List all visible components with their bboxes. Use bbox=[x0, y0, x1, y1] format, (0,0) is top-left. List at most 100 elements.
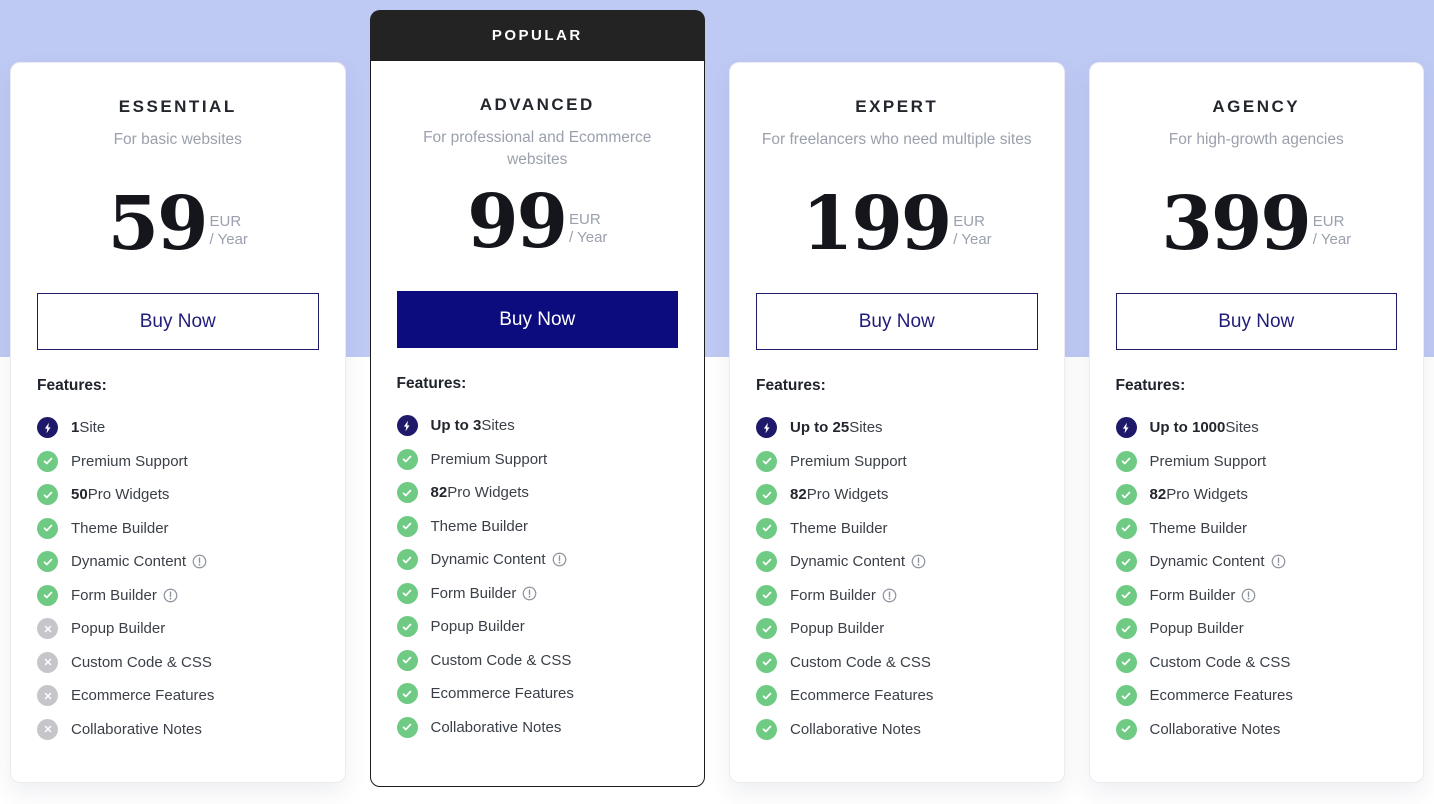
feature-item: Up to 25 Sites bbox=[756, 417, 1038, 438]
check-icon bbox=[396, 716, 418, 738]
feature-item: Custom Code & CSS bbox=[37, 651, 319, 673]
bolt-icon bbox=[1115, 417, 1137, 438]
check-icon bbox=[37, 517, 58, 539]
feature-item: Theme Builder bbox=[37, 517, 319, 539]
check-icon bbox=[396, 649, 418, 671]
feature-label: Popup Builder bbox=[430, 618, 525, 635]
feature-list: Up to 3 Sites Premium Support 82 Pro Widge… bbox=[396, 415, 679, 738]
feature-label: Dynamic Content bbox=[71, 553, 207, 570]
info-icon[interactable] bbox=[911, 554, 926, 569]
check-icon bbox=[1115, 685, 1137, 706]
plan-title: ESSENTIAL bbox=[118, 97, 237, 116]
features-heading: Features: bbox=[396, 375, 467, 392]
feature-label: Custom Code & CSS bbox=[1149, 653, 1291, 671]
price-currency: EUR bbox=[209, 212, 242, 230]
buy-now-button[interactable]: Buy Now bbox=[756, 293, 1038, 350]
feature-item: Up to 1000 Sites bbox=[1115, 417, 1398, 438]
feature-label: Dynamic Content bbox=[790, 553, 926, 570]
feature-label: Custom Code & CSS bbox=[430, 651, 572, 669]
feature-label: Premium Support bbox=[430, 450, 548, 468]
feature-label: Dynamic Content bbox=[431, 551, 567, 568]
price-currency: EUR bbox=[1312, 212, 1345, 230]
feature-label: Up to 3 Sites bbox=[430, 417, 515, 434]
feature-item: Theme Builder bbox=[1115, 517, 1398, 539]
feature-item: Dynamic Content bbox=[37, 551, 319, 572]
plan-price: 199 EUR / Year bbox=[756, 181, 1038, 267]
feature-label: Theme Builder bbox=[790, 519, 888, 537]
feature-item: Ecommerce Features bbox=[756, 685, 1038, 706]
info-icon[interactable] bbox=[1241, 588, 1256, 603]
feature-item: 82 Pro Widgets bbox=[756, 484, 1038, 505]
price-currency: EUR bbox=[953, 212, 985, 230]
cross-icon bbox=[37, 651, 58, 673]
check-icon bbox=[396, 549, 418, 570]
check-icon bbox=[37, 551, 58, 572]
feature-item: Popup Builder bbox=[37, 618, 319, 639]
info-icon[interactable] bbox=[163, 588, 178, 603]
feature-item: Premium Support bbox=[396, 448, 679, 470]
info-icon[interactable] bbox=[1271, 554, 1286, 569]
feature-label: Ecommerce Features bbox=[790, 687, 934, 704]
feature-item: Custom Code & CSS bbox=[396, 649, 679, 671]
check-icon bbox=[1115, 651, 1137, 673]
check-icon bbox=[396, 582, 418, 604]
bolt-icon bbox=[756, 417, 777, 438]
plan-card-agency: AGENCY For high-growth agencies 399 EUR … bbox=[1088, 62, 1424, 787]
feature-label: Dynamic Content bbox=[1150, 553, 1286, 570]
plan-title: ADVANCED bbox=[479, 95, 595, 114]
price-currency: EUR bbox=[569, 210, 601, 228]
plan-price: 59 EUR / Year bbox=[37, 187, 319, 261]
feature-item: 82 Pro Widgets bbox=[396, 482, 679, 503]
feature-label: Form Builder bbox=[790, 587, 897, 604]
feature-label: Form Builder bbox=[71, 587, 178, 604]
check-icon bbox=[756, 551, 777, 572]
price-period: / Year bbox=[1312, 231, 1352, 249]
check-icon bbox=[756, 618, 777, 639]
buy-now-button[interactable]: Buy Now bbox=[37, 293, 319, 350]
buy-now-button[interactable]: Buy Now bbox=[1115, 293, 1397, 350]
check-icon bbox=[37, 484, 58, 505]
price-period: / Year bbox=[209, 231, 248, 249]
buy-now-button[interactable]: Buy Now bbox=[396, 291, 678, 348]
features-heading: Features: bbox=[1115, 377, 1186, 394]
plan-description: For professional and Ecommerce websites bbox=[423, 129, 652, 168]
check-icon bbox=[1115, 584, 1137, 606]
feature-item: Theme Builder bbox=[756, 517, 1038, 539]
price-period: / Year bbox=[953, 231, 992, 249]
bolt-icon bbox=[37, 417, 58, 438]
feature-item: Collaborative Notes bbox=[396, 716, 679, 738]
feature-label: Collaborative Notes bbox=[790, 720, 921, 738]
check-icon bbox=[756, 517, 777, 539]
feature-item: Collaborative Notes bbox=[37, 718, 319, 740]
check-icon bbox=[756, 484, 777, 505]
feature-list: Up to 1000 Sites Premium Support 82 Pro Wi… bbox=[1115, 417, 1398, 740]
check-icon bbox=[396, 515, 418, 537]
check-icon bbox=[756, 450, 777, 472]
feature-item: Form Builder bbox=[37, 584, 319, 606]
cross-icon bbox=[37, 718, 58, 740]
feature-item: Custom Code & CSS bbox=[1115, 651, 1398, 673]
check-icon bbox=[1115, 450, 1137, 472]
price-period: / Year bbox=[569, 229, 608, 247]
feature-label: 82 Pro Widgets bbox=[430, 484, 529, 501]
check-icon bbox=[756, 685, 777, 706]
feature-item: Dynamic Content bbox=[1115, 551, 1398, 572]
check-icon bbox=[396, 482, 418, 503]
check-icon bbox=[396, 448, 418, 470]
price-amount: 399 bbox=[1161, 181, 1311, 267]
plan-price: 99 EUR / Year bbox=[397, 185, 679, 259]
feature-label: Up to 1000 Sites bbox=[1149, 419, 1259, 436]
plan-description: For basic websites bbox=[113, 131, 242, 148]
feature-item: Ecommerce Features bbox=[1115, 685, 1398, 706]
price-amount: 199 bbox=[801, 181, 952, 267]
feature-item: Popup Builder bbox=[756, 618, 1038, 639]
info-icon[interactable] bbox=[522, 586, 537, 601]
feature-label: 1 Site bbox=[71, 419, 106, 436]
feature-label: Form Builder bbox=[1150, 587, 1257, 604]
check-icon bbox=[756, 584, 777, 606]
check-icon bbox=[1115, 517, 1137, 539]
info-icon[interactable] bbox=[192, 554, 207, 569]
info-icon[interactable] bbox=[882, 588, 897, 603]
check-icon bbox=[396, 683, 418, 704]
info-icon[interactable] bbox=[552, 552, 567, 567]
